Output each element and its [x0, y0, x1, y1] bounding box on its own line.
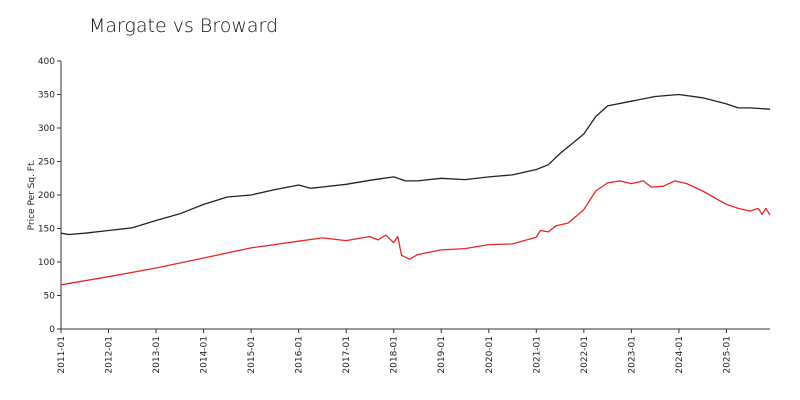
x-tick-label: 2024-01 — [675, 336, 685, 374]
x-tick-label: 2025-01 — [722, 336, 732, 374]
x-tick-label: 2017-01 — [342, 336, 352, 374]
y-tick-label: 200 — [38, 191, 55, 201]
y-tick-label: 150 — [38, 225, 55, 235]
y-tick-label: 250 — [38, 158, 55, 168]
y-tick-label: 0 — [49, 325, 55, 335]
x-tick-label: 2012-01 — [105, 336, 115, 374]
axes: 0 50 100 150 200 250 300 350 400 2011-01 2012-01 20… — [38, 57, 770, 374]
y-tick-label: 350 — [38, 91, 55, 101]
y-tick-label: 50 — [44, 292, 56, 302]
x-tick-label: 2014-01 — [200, 336, 210, 374]
series-layer — [60, 93, 771, 286]
x-tick-label: 2023-01 — [627, 336, 637, 374]
series-line-2 — [60, 180, 771, 286]
x-tick-label: 2011-01 — [57, 336, 67, 374]
x-tick-label: 2019-01 — [437, 336, 447, 374]
x-tick-label: 2015-01 — [247, 336, 257, 374]
x-tick-label: 2018-01 — [390, 336, 400, 374]
y-tick-label: 400 — [38, 57, 55, 67]
series-line-1 — [60, 93, 771, 236]
y-tick-label: 100 — [38, 258, 55, 268]
x-tick-label: 2020-01 — [485, 336, 495, 374]
x-tick-label: 2016-01 — [295, 336, 305, 374]
x-tick-label: 2022-01 — [580, 336, 590, 374]
x-tick-label: 2013-01 — [152, 336, 162, 374]
y-axis-label: Price Per Sq. Ft. — [27, 160, 37, 231]
x-tick-label: 2021-01 — [532, 336, 542, 374]
y-tick-label: 300 — [38, 124, 55, 134]
chart-title: Margate vs Broward — [89, 15, 279, 37]
